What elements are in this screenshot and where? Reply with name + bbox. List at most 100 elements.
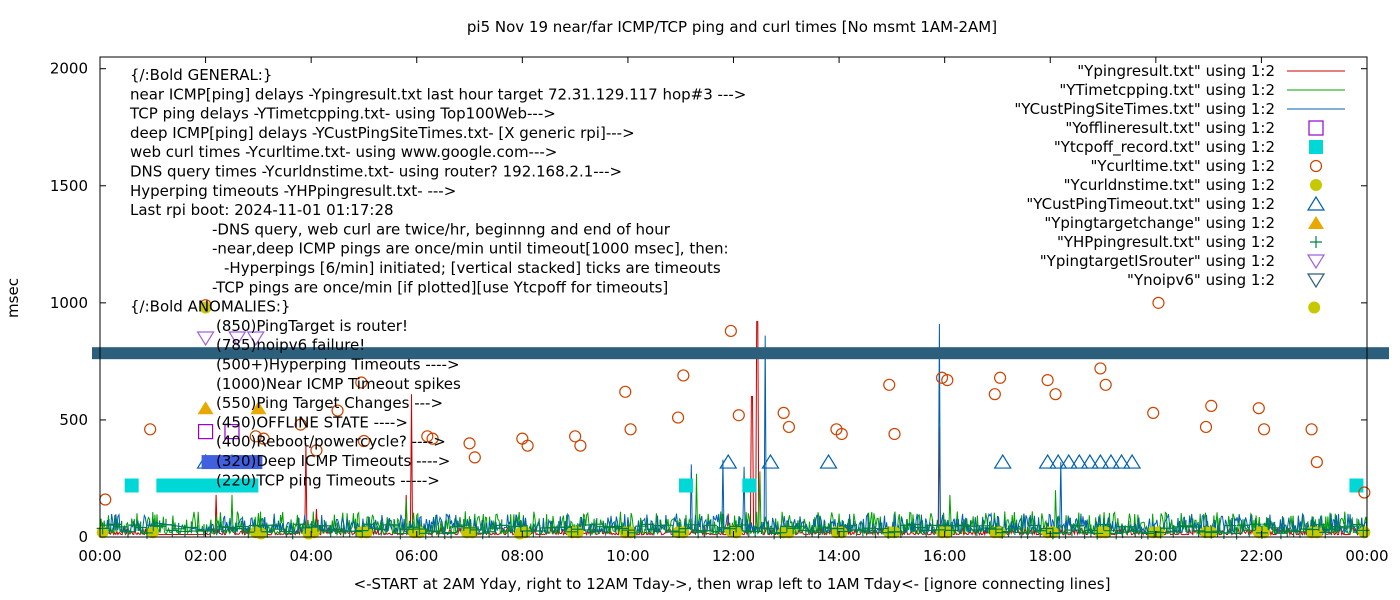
hyperping-tick [780,520,793,533]
data-point [719,453,738,469]
hyperping-tick [559,521,572,534]
annotation-line: -DNS query, web curl are twice/hr, begin… [212,220,671,238]
data-point [1358,486,1371,499]
x-tick-label: 14:00 [817,547,860,565]
data-point [1101,453,1121,469]
data-point [742,478,757,493]
legend-swatch [1306,195,1326,211]
hyperping-tick [571,523,584,536]
hyperping-tick [185,521,198,534]
hyperping-tick [1331,520,1344,533]
data-point [146,526,159,539]
data-point [197,401,214,415]
hyperping-tick [121,525,134,538]
hyperping-tick [495,519,508,532]
data-point [249,430,262,443]
data-point [671,411,685,424]
hyperping-tick [977,519,990,532]
annotation-line: (785)noipv6 failure! [216,336,365,354]
x-tick-label: 10:00 [606,547,649,565]
hyperping-tick [932,523,945,536]
hyperping-tick [318,519,331,532]
data-point [199,301,212,314]
legend-label: "YpingtargetISrouter" using 1:2 [1040,252,1275,270]
hyperping-tick [159,518,172,531]
data-point [355,376,368,389]
hyperping-tick [1198,525,1211,538]
x-tick-label: 02:00 [184,547,227,565]
data-point [99,493,112,506]
hyperping-tick [350,525,363,538]
hyperping-tick [736,518,749,531]
hyperping-tick [223,521,236,534]
hyperping-tick [1065,524,1078,537]
hyperping-tick [109,518,122,531]
data-point [421,430,434,443]
hyperping-tick [400,523,413,536]
hyperping-tick [837,525,850,538]
hyperping-tick [590,518,603,531]
data-point [1038,453,1057,469]
hyperping-tick [267,519,280,532]
hyperping-tick [1344,520,1357,533]
data-point [255,527,268,540]
legend-swatch [1308,120,1324,136]
hyperping-tick [711,525,724,538]
data-point [1049,453,1068,469]
hyperping-tick [432,525,445,538]
x-tick-label: 22:00 [1240,547,1283,565]
hyperping-tick [1084,524,1097,537]
hyperping-tick [730,520,743,533]
hyperping-tick [787,522,800,535]
hyperping-tick [831,522,844,535]
hyperping-tick [324,524,337,537]
data-point [619,385,632,398]
data-point [1041,374,1054,387]
data-point [782,526,795,539]
data-point [224,424,240,440]
hyperping-tick [698,524,711,537]
hyperping-tick [704,519,717,532]
hyperping-tick [388,519,401,532]
annotation-line: deep ICMP[ping] delays -YCustPingSiteTim… [130,124,635,142]
data-point [1094,362,1107,375]
series-line-0 [99,321,1368,537]
hyperping-tick [869,526,882,539]
data-point [1059,453,1078,469]
annotation-line: (1000)Near ICMP Timeout spikes [216,375,461,393]
legend-swatch [1306,254,1326,270]
hyperping-tick [134,521,147,534]
hyperping-tick [483,525,496,538]
hyperping-tick [166,524,179,537]
data-point [246,331,265,347]
hyperping-tick [451,520,464,533]
hyperping-tick [660,519,673,532]
hyperping-tick [305,521,318,534]
hyperping-tick [603,521,616,534]
annotation-line: -TCP pings are once/min [if plotted][use… [212,278,668,296]
hyperping-tick [1002,525,1015,538]
hyperping-tick [1268,521,1281,534]
hyperping-tick [863,522,876,535]
hyperping-tick [1243,524,1256,537]
hyperping-tick [1097,518,1110,531]
annotation-line: -Hyperpings [6/min] initiated; [vertical… [224,259,721,277]
hyperping-tick [407,521,420,534]
hyperping-tick [818,521,831,534]
data-point [310,444,323,457]
hyperping-tick [666,525,679,538]
data-point [1305,423,1318,436]
hyperping-tick [717,521,730,534]
data-point [228,331,247,347]
legend-label: "YHPpingresult.txt" using 1:2 [1057,233,1275,251]
y-tick-label: 500 [59,411,88,429]
hyperping-tick [1179,519,1192,532]
hyperping-tick [1306,523,1319,536]
hyperping-tick [964,520,977,533]
hyperping-tick [191,525,204,538]
hyperping-tick [413,522,426,535]
hyperping-tick [958,519,971,532]
hyperping-tick [1249,518,1262,531]
hyperping-tick [375,523,388,536]
hyperping-tick [1338,521,1351,534]
